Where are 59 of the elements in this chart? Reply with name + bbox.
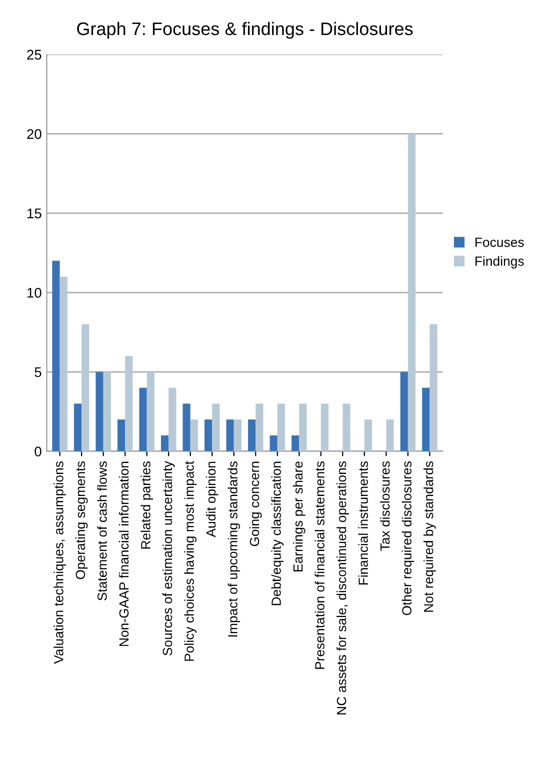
x-tick-label: Not required by standards xyxy=(424,461,436,612)
bar xyxy=(364,420,372,452)
bar xyxy=(82,324,90,452)
x-tick-label: Operating segments xyxy=(75,461,88,580)
bar xyxy=(408,134,416,452)
bar xyxy=(226,420,234,452)
x-tick-label: Statement of cash flows xyxy=(97,461,107,600)
bar xyxy=(52,260,60,452)
x-tick-label: Other required disclosures xyxy=(402,461,414,616)
bar xyxy=(270,435,278,452)
bar xyxy=(386,420,394,452)
bar xyxy=(234,420,242,452)
y-tick-label: 25 xyxy=(27,50,42,60)
bar xyxy=(125,356,133,452)
x-tick-label: Related parties xyxy=(140,461,153,549)
y-tick-label: 10 xyxy=(28,288,42,298)
bar xyxy=(190,420,198,452)
x-tick-label: Earnings per share xyxy=(292,462,306,572)
x-tick-label: NC assets for sale, discontinued operations xyxy=(336,461,349,714)
bar xyxy=(146,372,154,452)
bar xyxy=(430,324,438,452)
bar xyxy=(320,404,329,452)
legend-label: Findings xyxy=(476,256,524,268)
x-tick-label: Tax disclosures xyxy=(380,461,390,551)
bar xyxy=(182,404,190,452)
bar xyxy=(342,404,350,452)
bar xyxy=(212,404,220,452)
bar xyxy=(204,420,212,452)
bar xyxy=(277,404,286,452)
x-tick-label: Impact of upcoming standards xyxy=(228,461,240,636)
bar xyxy=(103,372,111,452)
bar xyxy=(422,388,430,452)
legend-label: Focuses xyxy=(476,238,524,247)
bar xyxy=(256,404,264,452)
bar xyxy=(139,388,147,452)
chart-title: Graph 7: Focuses & findings - Disclosures xyxy=(77,22,413,39)
bar xyxy=(248,420,256,452)
bar xyxy=(400,372,408,452)
x-tick-label: Debt/equity classification xyxy=(271,462,284,606)
y-tick-label: 20 xyxy=(27,129,42,139)
x-tick-label: Sources of estimation uncertainty xyxy=(162,460,175,656)
bar xyxy=(60,276,68,452)
bar xyxy=(117,420,126,452)
bar xyxy=(160,435,169,452)
y-tick-label: 0 xyxy=(34,446,42,456)
bar xyxy=(168,388,176,452)
x-tick-label: Policy choices having most impact xyxy=(184,461,197,661)
x-tick-label: Going concern xyxy=(249,462,262,546)
bar xyxy=(96,372,104,452)
bar xyxy=(299,404,307,452)
y-tick-label: 5 xyxy=(34,367,42,378)
x-tick-label: Financial instruments xyxy=(358,461,368,585)
x-tick-label: Audit opinion xyxy=(206,462,218,538)
x-tick-label: Presentation of financial statements xyxy=(314,461,324,669)
bar xyxy=(74,404,82,452)
x-tick-label: Valuation techniques, assumptions xyxy=(54,461,66,664)
bar xyxy=(292,435,300,452)
x-tick-label: Non-GAAP financial information xyxy=(118,462,129,646)
y-tick-label: 15 xyxy=(28,208,42,218)
